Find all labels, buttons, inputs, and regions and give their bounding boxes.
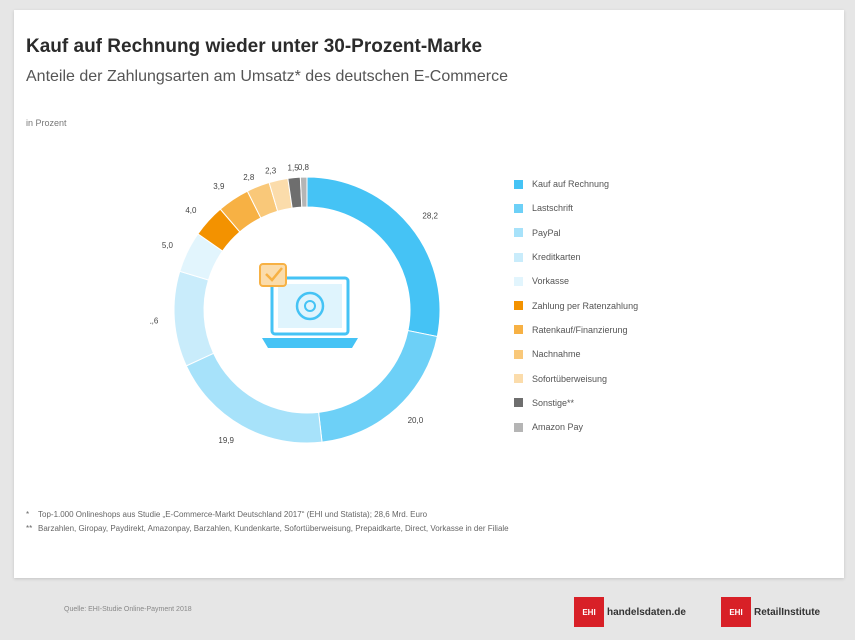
legend-label: Lastschrift <box>532 203 574 214</box>
chart-legend: Kauf auf Rechnung Lastschrift PayPal Kredit… <box>514 172 638 439</box>
chart-subtitle: Anteile der Zahlungsarten am Umsatz* des… <box>26 68 508 85</box>
legend-label: Kreditkarten <box>532 252 581 263</box>
legend-swatch <box>514 179 523 189</box>
data-label-6: 4,0 <box>185 206 197 215</box>
legend-item: Sofortüberweisung <box>514 366 638 390</box>
legend-item: Vorkasse <box>514 269 638 293</box>
data-label-10: 1,5 <box>288 164 300 173</box>
donut-slice-4 <box>173 270 215 367</box>
legend-item: Zahlung per Ratenzahlung <box>514 293 638 317</box>
legend-swatch <box>514 325 523 335</box>
legend-label: Zahlung per Ratenzahlung <box>532 300 639 311</box>
legend-swatch <box>514 276 523 286</box>
donut-chart: 28,2 20,0 19,9 11,6 5,0 4,0 3,9 2,8 2,3 1,50,8 <box>150 163 441 445</box>
legend-swatch <box>514 228 523 238</box>
legend-swatch <box>514 203 523 213</box>
legend-item: Sonstige** <box>514 391 638 415</box>
brand-logo-box: EHI <box>721 597 751 627</box>
legend-label: Nachnahme <box>532 349 581 360</box>
legend-item: Kauf auf Rechnung <box>514 172 638 196</box>
legend-item: Kreditkarten <box>514 245 638 269</box>
legend-label: PayPal <box>532 227 561 238</box>
legend-swatch <box>514 422 523 432</box>
legend-swatch <box>514 349 523 359</box>
data-label-9: 2,3 <box>265 166 277 175</box>
legend-swatch <box>514 374 523 384</box>
unit-label: in Prozent <box>26 118 67 128</box>
brand-handelsdaten[interactable]: EHI handelsdaten.de <box>574 597 686 627</box>
legend-label: Ratenkauf/Finanzierung <box>532 324 628 335</box>
legend-item: PayPal <box>514 221 638 245</box>
data-label-4: 11,6 <box>150 316 159 325</box>
footnotes: * Top-1.000 Onlineshops aus Studie „E-Com… <box>26 508 509 536</box>
data-label-5: 5,0 <box>162 241 174 250</box>
donut-slice-11 <box>299 176 308 208</box>
legend-label: Amazon Pay <box>532 422 584 433</box>
brand-logo-box: EHI <box>574 597 604 627</box>
legend-label: Kauf auf Rechnung <box>532 179 610 190</box>
chart-title: Kauf auf Rechnung wieder unter 30-Prozen… <box>26 36 483 57</box>
footnote-1: * Top-1.000 Onlineshops aus Studie „E-Com… <box>26 510 428 519</box>
legend-label: Sonstige** <box>532 397 575 408</box>
legend-label: Sofortüberweisung <box>532 373 608 384</box>
legend-item: Lastschrift <box>514 196 638 220</box>
data-label-2: 20,0 <box>408 416 424 425</box>
donut-slice-3 <box>185 352 323 444</box>
laptop-payment-icon <box>259 263 358 348</box>
legend-label: Vorkasse <box>532 276 570 287</box>
brand-name: RetailInstitute <box>754 606 821 618</box>
legend-swatch <box>514 252 523 262</box>
brand-name: handelsdaten.de <box>607 606 686 618</box>
data-label-7: 3,9 <box>213 182 225 191</box>
legend-item: Nachnahme <box>514 342 638 366</box>
legend-swatch <box>514 301 523 311</box>
data-label-1: 28,2 <box>422 212 438 221</box>
data-label-3: 19,9 <box>218 436 234 445</box>
data-label-8: 2,8 <box>243 173 255 182</box>
footnote-2: ** Barzahlen, Giropay, Paydirekt, Amazonp… <box>26 524 509 533</box>
data-label-11: 0,8 <box>298 163 310 172</box>
source-note: Quelle: EHI-Studie Online-Payment 2018 <box>64 606 192 613</box>
legend-swatch <box>514 398 523 408</box>
brand-retailinstitute[interactable]: EHI RetailInstitute <box>721 597 820 627</box>
legend-item: Ratenkauf/Finanzierung <box>514 318 638 342</box>
legend-item: Amazon Pay <box>514 415 638 439</box>
